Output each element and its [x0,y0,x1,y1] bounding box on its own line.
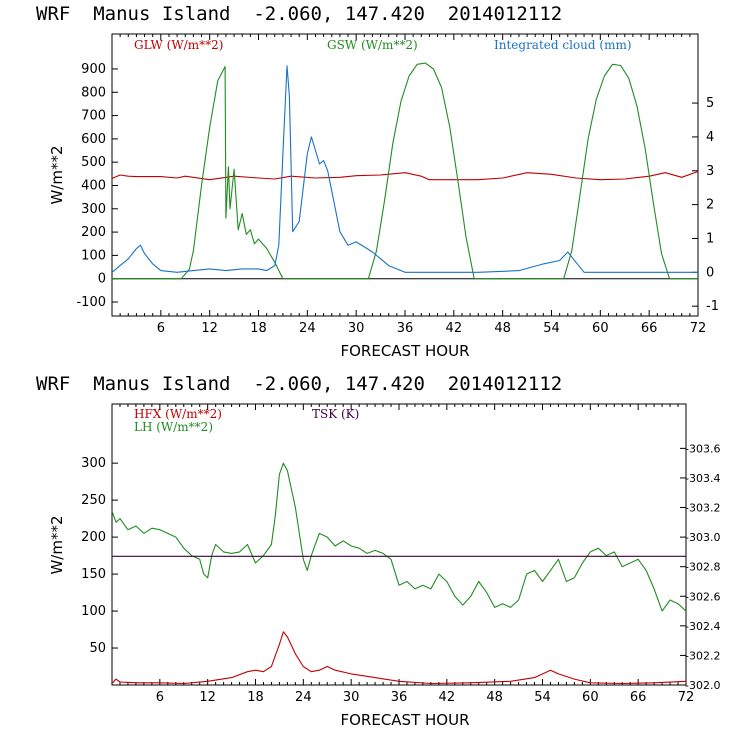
bottom-y-axis: 50 100 150 200 250 300 [81,456,118,656]
y-tick-label: 100 [81,248,106,263]
y-tick-label: 150 [81,567,106,582]
series-line-gsw [112,62,698,280]
y2-tick-label: -303.6 [685,442,720,455]
bottom-series [111,462,687,685]
series-line-integrated [111,65,698,273]
y2-tick-label: 0 [706,265,714,280]
y-tick-label: 800 [81,85,106,100]
bottom-panel: WRF Manus Island -2.060, 147.420 2014012… [36,373,720,729]
bottom-y2-axis: -302.0 -302.2 -302.4 -302.6 -302.8 -303.0 -303… [680,442,720,692]
y2-tick-label: 2 [706,198,714,213]
top-series [111,62,699,280]
y-tick-label: 700 [81,109,106,124]
x-tick-label: 24 [299,321,316,336]
x-tick-label: 12 [199,690,216,705]
x-tick-label: 66 [630,690,647,705]
x-tick-label: 6 [156,690,164,705]
y-tick-label: -100 [76,295,106,310]
top-x-axis: 6 12 18 24 30 36 42 48 54 60 66 72 [119,34,707,336]
x-tick-label: 30 [348,321,365,336]
legend-hfx: HFX (W/m**2) [134,407,222,421]
y2-tick-label: -302.6 [685,590,720,603]
legend-integrated-cloud: Integrated cloud (mm) [494,38,632,52]
y-tick-label: 400 [81,178,106,193]
top-plot-frame [111,33,699,317]
x-tick-label: 72 [678,690,695,705]
y2-tick-label: 1 [706,231,714,246]
y2-tick-label: 3 [706,164,714,179]
y2-tick-label: -303.0 [685,531,720,544]
x-tick-label: 60 [592,321,609,336]
y-tick-label: 300 [81,456,106,471]
top-y2-axis: -1 0 1 2 3 4 5 [692,96,719,314]
bottom-x-axis-label: FORECAST HOUR [340,711,469,729]
x-tick-label: 66 [641,321,658,336]
x-tick-label: 54 [543,321,560,336]
x-tick-label: 54 [534,690,551,705]
y-tick-label: 100 [81,604,106,619]
top-y-axis-label: W/m**2 [48,145,66,204]
x-tick-label: 30 [343,690,360,705]
y2-tick-label: 5 [706,96,714,111]
x-tick-label: 18 [250,321,267,336]
top-panel: WRF Manus Island -2.060, 147.420 2014012… [36,3,719,360]
y2-tick-label: -1 [706,299,719,314]
y2-tick-label: -302.8 [685,561,720,574]
legend-glw: GLW (W/m**2) [134,38,223,52]
y-tick-label: 200 [81,225,106,240]
legend-lh: LH (W/m**2) [134,420,213,434]
x-tick-label: 12 [201,321,218,336]
y2-tick-label: 4 [706,130,714,145]
x-tick-label: 48 [486,690,503,705]
x-tick-label: 60 [582,690,599,705]
top-y-axis: -100 0 100 200 300 400 500 600 700 800 900 [76,62,118,310]
x-tick-label: 36 [391,690,408,705]
x-tick-label: 48 [494,321,511,336]
x-tick-label: 42 [439,690,456,705]
series-line-lh [111,462,687,612]
y-tick-label: 500 [81,155,106,170]
x-tick-label: 36 [397,321,414,336]
y2-tick-label: -302.4 [685,620,720,633]
series-line-glw [111,170,699,181]
y2-tick-label: -302.2 [685,649,720,662]
x-tick-label: 72 [690,321,707,336]
bottom-plot-frame [111,403,687,686]
legend-gsw: GSW (W/m**2) [327,38,418,52]
y2-tick-label: -303.2 [685,502,720,515]
y-tick-label: 900 [81,62,106,77]
y-tick-label: 600 [81,132,106,147]
bottom-chart-title: WRF Manus Island -2.060, 147.420 2014012… [36,373,562,395]
x-tick-label: 6 [157,321,165,336]
top-chart-title: WRF Manus Island -2.060, 147.420 2014012… [36,3,562,25]
legend-tsk: TSK (K) [312,407,359,421]
bottom-x-axis: 6 12 18 24 30 36 42 48 54 60 66 72 [119,404,695,705]
bottom-y-axis-label: W/m**2 [48,515,66,574]
top-x-axis-label: FORECAST HOUR [340,342,469,360]
y2-tick-label: -302.0 [685,679,720,692]
series-line-hfx [111,631,687,685]
y-tick-label: 300 [81,202,106,217]
x-tick-label: 18 [247,690,264,705]
x-tick-label: 42 [446,321,463,336]
y-tick-label: 250 [81,493,106,508]
y-tick-label: 200 [81,530,106,545]
y2-tick-label: -303.4 [685,472,720,485]
x-tick-label: 24 [295,690,312,705]
y-tick-label: 0 [98,272,106,287]
y-tick-label: 50 [89,641,106,656]
